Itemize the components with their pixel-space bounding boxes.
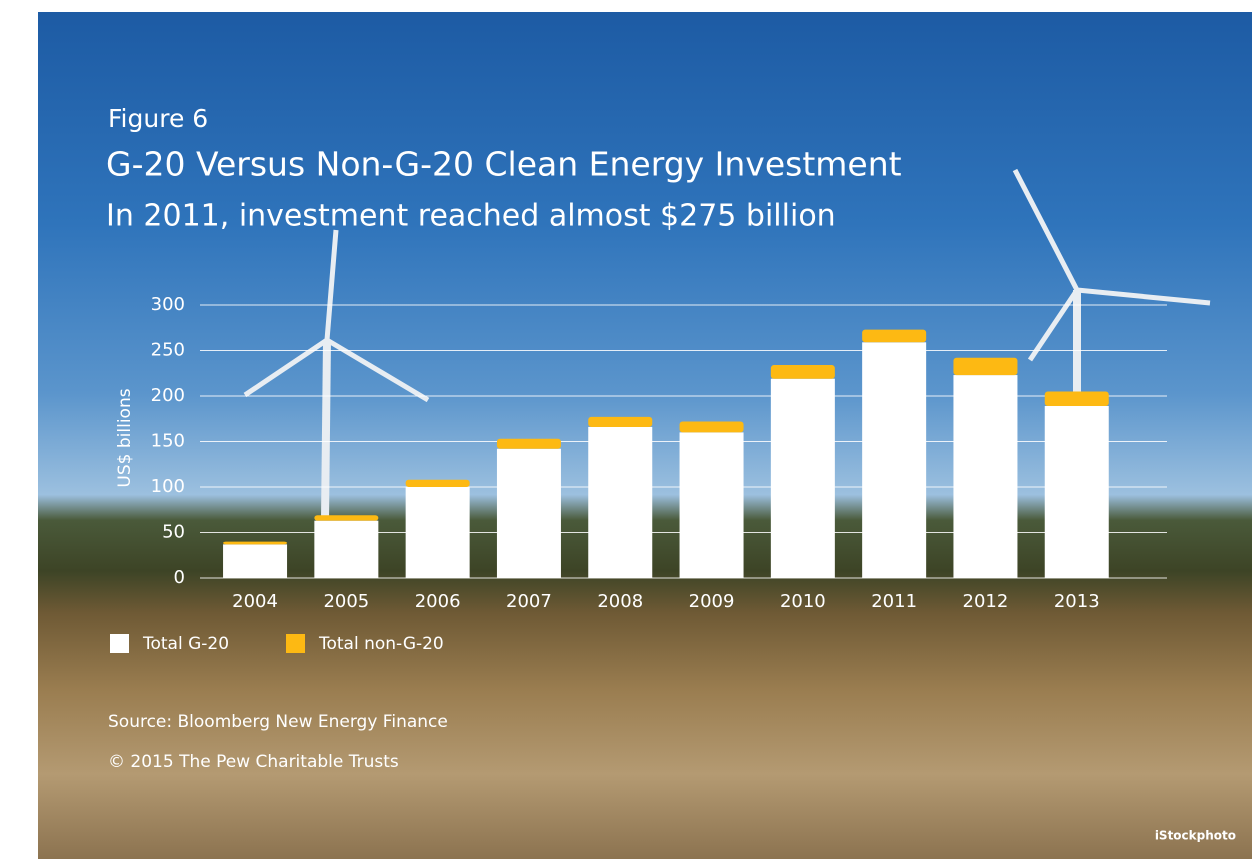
legend-swatch	[110, 634, 129, 653]
source: Source: Bloomberg New Energy Finance	[108, 712, 448, 732]
x-tick-label: 2007	[506, 591, 552, 612]
legend-swatch	[286, 634, 305, 653]
x-tick-label: 2011	[871, 591, 917, 612]
bar-segment	[862, 329, 927, 343]
y-tick-label: 300	[151, 294, 185, 315]
legend-label: Total non-G-20	[318, 634, 444, 654]
bar-segment	[496, 448, 561, 578]
copyright: © 2015 The Pew Charitable Trusts	[108, 752, 399, 772]
bar-segment	[1044, 391, 1109, 407]
y-tick-label: 250	[151, 340, 185, 361]
bar-segment	[405, 479, 470, 487]
x-tick-label: 2013	[1054, 591, 1100, 612]
x-tick-label: 2004	[232, 591, 278, 612]
legend-label: Total G-20	[142, 634, 229, 654]
turbine-blades	[243, 229, 430, 403]
bar-segment	[314, 515, 379, 521]
bar-segment	[770, 378, 835, 578]
x-tick-label: 2009	[689, 591, 735, 612]
bar-segment	[770, 365, 835, 379]
bar-segment	[223, 544, 288, 578]
bar-segment	[496, 438, 561, 449]
bar-segment	[953, 357, 1018, 376]
chart-title: G-20 Versus Non-G-20 Clean Energy Invest…	[106, 145, 902, 184]
chart-subtitle: In 2011, investment reached almost $275 …	[106, 199, 836, 234]
bar-segment	[314, 520, 379, 578]
bar-segment	[953, 375, 1018, 578]
y-tick-label: 0	[174, 567, 185, 588]
bar-segment	[679, 432, 744, 578]
x-tick-label: 2008	[597, 591, 643, 612]
x-tick-label: 2005	[323, 591, 369, 612]
y-tick-label: 50	[162, 522, 185, 543]
y-tick-label: 150	[151, 431, 185, 452]
x-tick-label: 2006	[415, 591, 461, 612]
turbine-blades	[1012, 168, 1211, 362]
bar-segment	[223, 541, 288, 545]
figure-label: Figure 6	[108, 104, 208, 133]
bar-segment	[588, 416, 653, 427]
bar-segment	[862, 342, 927, 578]
x-tick-label: 2012	[963, 591, 1009, 612]
turbine-tower	[321, 339, 331, 521]
bar-segment	[588, 426, 653, 578]
bar-segment	[1044, 406, 1109, 578]
y-tick-label: 200	[151, 385, 185, 406]
photo-credit: iStockphoto	[1155, 829, 1236, 843]
bar-segment	[405, 487, 470, 578]
bar-segment	[679, 421, 744, 433]
x-tick-label: 2010	[780, 591, 826, 612]
y-tick-label: 100	[151, 476, 185, 497]
y-axis-label: US$ billions	[115, 388, 135, 487]
